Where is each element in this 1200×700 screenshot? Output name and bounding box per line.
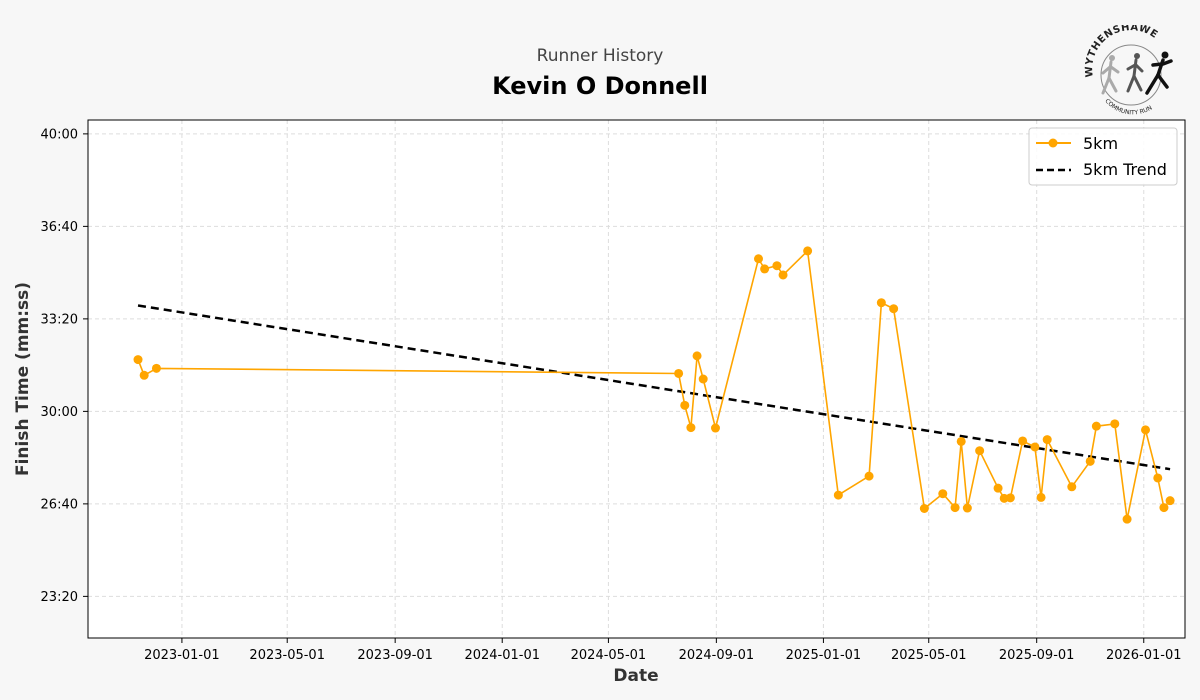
data-point	[1110, 419, 1120, 429]
data-point	[753, 254, 763, 264]
legend: 5km 5km Trend	[1028, 127, 1178, 186]
data-point	[975, 446, 985, 456]
x-tick-label: 2023-09-01	[357, 648, 433, 663]
x-tick-label: 2026-01-01	[1106, 648, 1182, 663]
data-point	[956, 436, 966, 446]
data-point	[1030, 442, 1040, 452]
x-tick-label: 2023-01-01	[144, 648, 220, 663]
x-tick-label: 2025-05-01	[891, 648, 967, 663]
data-point	[950, 503, 960, 513]
data-point	[686, 423, 696, 433]
data-point	[1122, 514, 1132, 524]
x-tick-label: 2024-09-01	[679, 648, 755, 663]
chart-subtitle: Runner History	[536, 46, 664, 66]
y-tick-label: 26:40	[41, 497, 78, 512]
data-point	[803, 246, 813, 256]
data-point	[1091, 421, 1101, 431]
grid	[88, 120, 1185, 638]
y-axis: 23:20 26:40 30:00 33:20 36:40 40:00	[41, 127, 88, 605]
y-tick-label: 33:20	[41, 312, 78, 327]
data-point	[1141, 425, 1151, 435]
runners-logo-icon: WYTHENSHAWE COMMUNITY RUN	[1083, 22, 1179, 121]
x-tick-label: 2025-09-01	[999, 648, 1075, 663]
data-point	[889, 304, 899, 314]
x-axis-label: Date	[613, 666, 658, 686]
data-point	[919, 504, 929, 513]
chart-title: Kevin O Donnell	[492, 72, 708, 100]
x-tick-label: 2024-05-01	[571, 648, 647, 663]
data-point	[1042, 435, 1052, 445]
data-point	[962, 503, 972, 513]
y-axis-label: Finish Time (mm:ss)	[13, 282, 33, 476]
data-point	[692, 351, 702, 361]
x-axis: 2023-01-01 2023-05-01 2023-09-01 2024-01-01…	[144, 638, 1182, 663]
y-tick-label: 23:20	[41, 590, 78, 605]
plot-area	[88, 120, 1185, 638]
data-point	[772, 261, 782, 271]
data-point	[151, 363, 161, 373]
x-tick-label: 2024-01-01	[464, 648, 540, 663]
data-point	[698, 374, 708, 384]
data-point	[133, 355, 143, 365]
data-point	[864, 471, 874, 481]
data-point	[1036, 492, 1046, 502]
y-tick-label: 36:40	[41, 220, 78, 235]
data-point	[139, 370, 149, 380]
data-point	[1005, 493, 1015, 503]
plot-frame	[87, 119, 1186, 639]
legend-marker-5km	[1048, 138, 1058, 148]
data-point	[1153, 473, 1163, 483]
trend-line	[137, 304, 1171, 471]
data-point	[674, 368, 684, 378]
y-tick-label: 40:00	[41, 127, 78, 142]
data-point	[760, 264, 770, 274]
data-point	[1018, 436, 1028, 446]
data-point	[1165, 496, 1175, 506]
x-tick-label: 2025-01-01	[786, 648, 862, 663]
legend-label-5km: 5km	[1083, 134, 1118, 153]
series-5km-line	[137, 250, 1171, 520]
data-point	[993, 483, 1003, 493]
data-point	[1067, 482, 1077, 492]
series-5km	[133, 246, 1175, 524]
data-point	[938, 489, 948, 499]
data-point	[778, 270, 788, 280]
data-point	[710, 423, 720, 433]
data-point	[876, 298, 886, 308]
y-tick-label: 30:00	[41, 405, 78, 420]
data-point	[833, 490, 843, 500]
trend-series	[137, 304, 1171, 471]
legend-label-trend: 5km Trend	[1083, 160, 1167, 179]
data-point	[1085, 456, 1095, 466]
x-tick-label: 2023-05-01	[249, 648, 325, 663]
data-point	[1159, 503, 1169, 513]
data-point	[680, 400, 690, 410]
